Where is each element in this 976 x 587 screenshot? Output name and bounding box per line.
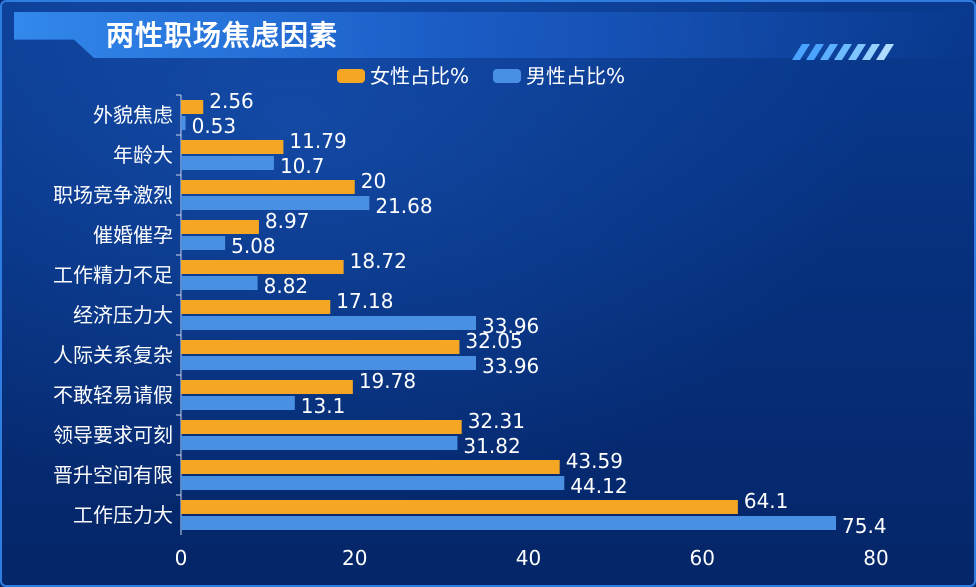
data-label: 32.31 [468,409,525,433]
x-tick-label: 40 [516,546,541,570]
chart-title: 两性职场焦虑因素 [106,19,339,52]
bar-female [181,460,560,474]
x-tick-label: 60 [690,546,715,570]
category-label: 工作压力大 [73,503,173,527]
bar-male [181,436,458,450]
data-label: 19.78 [359,369,416,393]
category-label: 晋升空间有限 [53,463,173,487]
category-label: 职场竞争激烈 [53,183,173,207]
data-label: 8.97 [265,209,310,233]
x-tick-label: 80 [863,546,888,570]
legend-swatch-1 [493,69,521,83]
bar-male [181,356,477,370]
data-label: 10.7 [280,154,325,178]
data-label: 43.59 [566,449,623,473]
data-label: 31.82 [463,434,520,458]
data-label: 5.08 [231,234,276,258]
data-label: 21.68 [375,194,432,218]
bar-male [181,396,295,410]
legend-label-1: 男性占比% [526,64,625,88]
data-label: 44.12 [570,474,627,498]
data-label: 13.1 [301,394,346,418]
category-label: 经济压力大 [73,303,173,327]
bar-female [181,260,344,274]
data-label: 32.05 [465,329,522,353]
bar-male [181,316,477,330]
data-label: 11.79 [289,129,346,153]
legend-swatch-0 [337,69,365,83]
bar-male [181,156,274,170]
bar-female [181,500,738,514]
category-label: 外貌焦虑 [93,103,173,127]
bar-male [181,116,186,130]
data-label: 2.56 [209,89,254,113]
category-label: 人际关系复杂 [53,343,173,367]
data-label: 33.96 [482,314,539,338]
data-label: 8.82 [264,274,309,298]
bar-female [181,380,353,394]
bar-female [181,100,204,114]
category-label: 年龄大 [113,143,173,167]
bar-male [181,196,370,210]
bar-female [181,180,355,194]
data-label: 64.1 [744,489,789,513]
category-label: 催婚催孕 [93,223,173,247]
category-label: 不敢轻易请假 [53,383,173,407]
data-label: 18.72 [350,249,407,273]
data-label: 75.4 [842,514,887,538]
data-label: 17.18 [336,289,393,313]
bar-male [181,236,226,250]
bar-male [181,516,837,530]
bar-female [181,300,331,314]
bar-female [181,140,284,154]
data-label: 33.96 [482,354,539,378]
bar-female [181,220,259,234]
data-label: 20 [361,169,386,193]
x-tick-label: 0 [175,546,188,570]
x-tick-label: 20 [342,546,367,570]
category-label: 领导要求可刻 [53,423,173,447]
legend-label-0: 女性占比% [370,64,469,88]
data-label: 0.53 [192,114,237,138]
category-label: 工作精力不足 [53,263,173,287]
bar-male [181,476,565,490]
bar-female [181,340,460,354]
bar-male [181,276,258,290]
decorative-stripes [792,44,894,60]
bar-female [181,420,462,434]
